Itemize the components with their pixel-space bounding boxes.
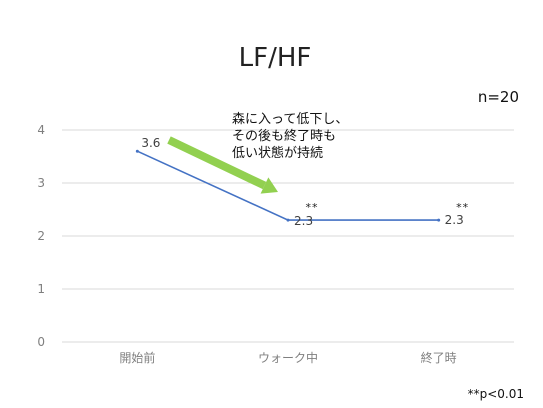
x-tick-label: 開始前 bbox=[119, 350, 155, 365]
x-tick-label: 終了時 bbox=[421, 350, 457, 365]
footnote: **p<0.01 bbox=[468, 387, 524, 401]
annotation-line: 森に入って低下し、 bbox=[232, 112, 348, 127]
arrow-shaft bbox=[167, 136, 267, 190]
significance-marks: ** ** bbox=[306, 201, 469, 214]
x-tick-label: ウォーク中 bbox=[258, 350, 318, 365]
data-point bbox=[135, 149, 139, 153]
series-line bbox=[137, 150, 439, 221]
y-tick-label: 0 bbox=[37, 335, 45, 349]
data-point bbox=[437, 218, 441, 222]
series-group bbox=[135, 149, 441, 222]
sample-size: n=20 bbox=[478, 88, 519, 106]
y-tick-label: 1 bbox=[37, 282, 45, 296]
significance-mark: ** bbox=[456, 201, 469, 214]
annotation-line: その後も終了時も bbox=[232, 128, 336, 144]
x-axis-ticks: 開始前 ウォーク中 終了時 bbox=[119, 350, 456, 365]
data-label: 2.3 bbox=[294, 214, 313, 228]
y-tick-label: 2 bbox=[37, 229, 45, 243]
arrow-head bbox=[260, 177, 278, 194]
y-tick-label: 4 bbox=[37, 123, 45, 137]
data-label: 3.6 bbox=[141, 136, 160, 150]
data-label: 2.3 bbox=[445, 213, 464, 227]
gridlines bbox=[62, 129, 514, 343]
y-tick-label: 3 bbox=[37, 176, 45, 190]
chart-title: LF/HF bbox=[239, 43, 312, 73]
significance-mark: ** bbox=[306, 201, 319, 214]
y-axis-ticks: 0 1 2 3 4 bbox=[37, 123, 45, 349]
decrease-arrow bbox=[167, 136, 278, 194]
data-labels: 3.6 2.3 2.3 bbox=[141, 136, 463, 228]
data-point bbox=[286, 218, 290, 222]
annotation-line: 低い状態が持続 bbox=[232, 145, 323, 161]
